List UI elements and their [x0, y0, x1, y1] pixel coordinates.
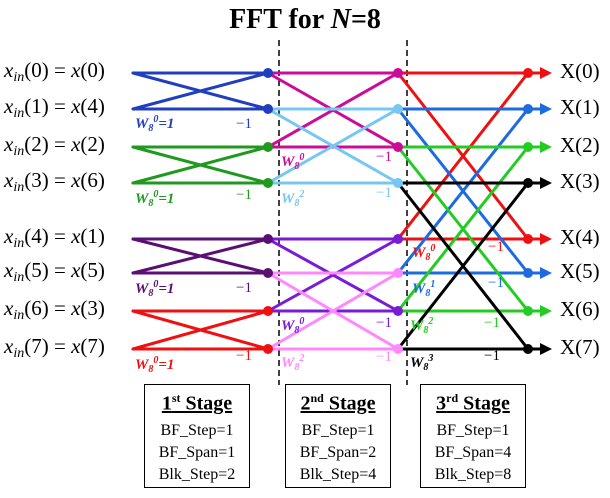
stage2-blk-step: Blk_Step=4	[299, 465, 377, 483]
minus-one-label: −1	[376, 185, 392, 201]
output-arrowhead	[540, 233, 552, 245]
input-label-0: xin(0) = x(0)	[4, 58, 105, 85]
input-label-7: xin(7) = x(7)	[4, 334, 105, 361]
stage1-cross-up-3	[131, 309, 270, 351]
output-arrowhead	[540, 103, 552, 115]
stage1-node	[263, 104, 273, 114]
output-label-2: X(2)	[560, 133, 600, 157]
stage3-cross-up-2	[396, 145, 530, 313]
stage1-cross-up-2	[131, 237, 270, 275]
stage2-node	[393, 344, 403, 354]
stage3-cross-up-1	[396, 107, 530, 275]
minus-one-label: −1	[236, 280, 252, 296]
minus-one-label: −1	[236, 116, 252, 132]
stage2-cross-up-2	[266, 237, 400, 313]
input-label-1: xin(1) = x(4)	[4, 94, 105, 121]
output-label-1: X(1)	[560, 95, 600, 119]
stage1-title: 1st Stage	[161, 391, 233, 415]
input-label-3: xin(3) = x(6)	[4, 168, 105, 195]
minus-one-label: −1	[484, 315, 500, 331]
twiddle-s2-3: W82	[281, 353, 305, 373]
diagram-title: FFT for N=8	[229, 4, 381, 35]
output-label-0: X(0)	[560, 59, 600, 83]
stage1-bf-step: BF_Step=1	[160, 421, 234, 439]
stage2-bf-span: BF_Span=2	[299, 443, 377, 461]
stage1-blk-step: Blk_Step=2	[158, 465, 236, 483]
minus-one-label: −1	[488, 275, 504, 291]
stage2-node	[393, 104, 403, 114]
stage1-box: 1st Stage BF_Step=1 BF_Span=1 Blk_Step=2	[144, 384, 250, 488]
minus-one-label: −1	[376, 315, 392, 331]
stage2-node	[393, 234, 403, 244]
output-label-5: X(5)	[560, 259, 600, 283]
output-arrowhead	[540, 267, 552, 279]
minus-one-label: −1	[488, 239, 504, 255]
twiddle-s1-3: W80=1	[135, 355, 175, 375]
input-label-5: xin(5) = x(5)	[4, 258, 105, 285]
stage2-node	[393, 68, 403, 78]
stage3-title: 3rd Stage	[436, 391, 510, 415]
stage3-cross-up-3	[396, 181, 530, 351]
stage3-bf-step: BF_Step=1	[436, 421, 510, 439]
stage1-node	[263, 344, 273, 354]
twiddle-s3-3: W83	[410, 353, 434, 373]
stage1-node	[263, 268, 273, 278]
stage2-node	[393, 178, 403, 188]
stage2-node	[393, 306, 403, 316]
stage3-blk-step: Blk_Step=8	[434, 465, 512, 483]
stage2-cross-up-3	[266, 271, 400, 351]
stage2-title: 2nd Stage	[300, 391, 376, 415]
stage2-box: 2nd Stage BF_Step=1 BF_Span=2 Blk_Step=4	[285, 384, 391, 488]
output-arrowhead	[540, 305, 552, 317]
minus-one-label: −1	[236, 187, 252, 203]
output-label-3: X(3)	[560, 169, 600, 193]
minus-one-label: −1	[376, 349, 392, 365]
minus-one-label: −1	[376, 149, 392, 165]
output-label-6: X(6)	[560, 297, 600, 321]
input-label-2: xin(2) = x(2)	[4, 132, 105, 159]
output-arrowhead	[540, 141, 552, 153]
input-label-6: xin(6) = x(3)	[4, 296, 105, 323]
stage2-node	[393, 268, 403, 278]
minus-one-label: −1	[236, 348, 252, 364]
twiddle-s3-2: W82	[410, 316, 434, 336]
output-label-4: X(4)	[560, 225, 600, 249]
output-label-7: X(7)	[560, 335, 600, 359]
twiddle-s2-2: W80	[281, 316, 305, 336]
twiddle-s3-0: W80	[412, 243, 436, 263]
twiddle-s2-1: W82	[281, 189, 305, 209]
twiddle-s3-1: W81	[412, 279, 436, 299]
twiddle-s1-2: W80=1	[135, 279, 175, 299]
stage2-cross-up-1	[266, 107, 400, 185]
output-arrowhead	[540, 343, 552, 355]
output-arrowhead	[540, 67, 552, 79]
output-arrowhead	[540, 177, 552, 189]
input-label-4: xin(4) = x(1)	[4, 224, 105, 251]
stage1-cross-up-1	[131, 145, 270, 185]
twiddle-s2-0: W80	[281, 152, 305, 172]
stage1-node	[263, 68, 273, 78]
stage3-box: 3rd Stage BF_Step=1 BF_Span=4 Blk_Step=8	[420, 384, 526, 488]
stage1-cross-up-0	[131, 71, 270, 111]
minus-one-label: −1	[484, 348, 500, 364]
twiddle-s1-1: W80=1	[135, 189, 175, 209]
stage2-node	[393, 142, 403, 152]
twiddle-s1-0: W80=1	[135, 114, 175, 134]
stage1-node	[263, 142, 273, 152]
stage1-bf-span: BF_Span=1	[158, 443, 236, 461]
stage2-bf-step: BF_Step=1	[301, 421, 375, 439]
stage1-node	[263, 178, 273, 188]
stage1-node	[263, 234, 273, 244]
stage1-node	[263, 306, 273, 316]
stage3-bf-span: BF_Span=4	[434, 443, 512, 461]
